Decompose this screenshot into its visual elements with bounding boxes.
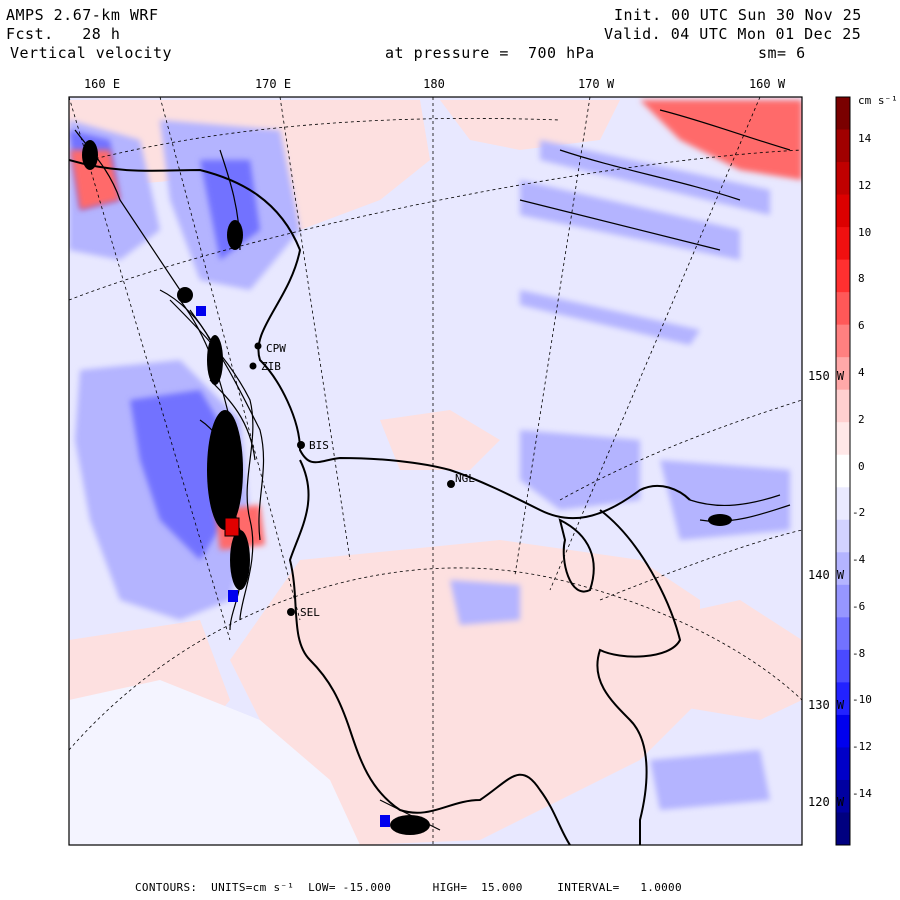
colorbar-swatch	[836, 357, 850, 391]
updraft-max-marker	[224, 517, 240, 537]
station-label-sel: SEL	[300, 606, 320, 619]
colorbar-tick-label: 6	[858, 319, 865, 333]
colorbar	[836, 97, 850, 846]
contour-info-footer: CONTOURS: UNITS=cm s⁻¹ LOW= -15.000 HIGH…	[135, 881, 682, 894]
colorbar-tick-label: 12	[858, 178, 872, 192]
colorbar-swatch	[836, 389, 850, 423]
lon-label-160e: 160 E	[83, 77, 121, 91]
graticule	[69, 97, 802, 845]
dense-contour-blobs	[82, 140, 732, 835]
station-label-ngl: NGL	[455, 472, 475, 485]
forecast-hour: Fcst. 28 h	[6, 25, 121, 43]
colorbar-tick-label: -6	[852, 599, 866, 613]
coastline	[69, 159, 691, 845]
colorbar-swatch	[836, 454, 850, 488]
lat-label-140w: 140 W	[808, 568, 845, 582]
model-title: AMPS 2.67-km WRF	[6, 6, 159, 24]
colorbar-swatch	[836, 812, 850, 846]
colorbar-tick-label: 10	[858, 225, 872, 239]
station-dot-sel	[287, 608, 295, 616]
colorbar-tick-label: 8	[858, 272, 865, 286]
colorbar-swatch	[836, 422, 850, 456]
colorbar-swatch	[836, 779, 850, 813]
colorbar-swatch	[836, 292, 850, 326]
station-dot-zib	[249, 362, 257, 370]
colorbar-swatch	[836, 129, 850, 163]
variable-name: Vertical velocity	[10, 44, 173, 62]
colorbar-swatch	[836, 714, 850, 748]
colorbar-swatch	[836, 97, 850, 131]
station-label-cpw: CPW	[266, 342, 286, 355]
colorbar-swatch	[836, 194, 850, 228]
colorbar-units: cm s⁻¹	[858, 94, 898, 107]
colorbar-tick-label: -10	[852, 693, 872, 707]
plot-frame	[68, 96, 803, 846]
valid-time: Valid. 04 UTC Mon 01 Dec 25	[604, 25, 862, 43]
colorbar-tick-label: -4	[852, 553, 866, 567]
colorbar-swatch	[836, 487, 850, 521]
downdraft-max-marker-2	[228, 590, 238, 602]
colorbar-swatch	[836, 259, 850, 293]
station-dot-ngl	[447, 480, 455, 488]
colorbar-tick-label: -14	[852, 787, 872, 800]
colorbar-swatch	[836, 682, 850, 716]
init-time: Init. 00 UTC Sun 30 Nov 25	[614, 6, 862, 24]
colorbar-swatch	[836, 162, 850, 196]
lat-label-130w: 130 W	[808, 698, 845, 712]
colorbar-swatch	[836, 552, 850, 586]
colorbar-tick-label: 2	[858, 412, 865, 426]
lat-label-150w: 150 W	[808, 369, 845, 383]
smoothing-value: sm= 6	[758, 44, 806, 62]
colorbar-swatch	[836, 584, 850, 618]
colorbar-tick-label: 0	[858, 459, 865, 473]
pressure-level: at pressure = 700 hPa	[385, 44, 595, 62]
colorbar-swatch	[836, 617, 850, 651]
colorbar-swatch	[836, 519, 850, 553]
station-dot-bis	[297, 441, 305, 449]
lon-label-170e: 170 E	[254, 77, 292, 91]
colorbar-swatch	[836, 227, 850, 261]
colorbar-tick-label: 4	[858, 365, 865, 379]
downdraft-max-marker-3	[380, 815, 390, 827]
lon-label-170w: 170 W	[577, 77, 615, 91]
colorbar-swatch	[836, 747, 850, 781]
station-label-zib: ZIB	[261, 360, 281, 373]
colorbar-tick-label: -12	[852, 740, 872, 754]
station-label-bis: BIS	[309, 439, 329, 452]
station-dot-cpw	[254, 342, 262, 350]
colorbar-tick-label: -8	[852, 646, 866, 660]
colorbar-frame	[835, 96, 851, 846]
colorbar-tick-label: -2	[852, 506, 866, 520]
colorbar-tick-label: 14	[858, 132, 872, 145]
colorbar-swatch	[836, 649, 850, 683]
lat-label-120w: 120 W	[808, 795, 845, 809]
colorbar-swatch	[836, 324, 850, 358]
station-markers: CPW ZIB BIS NGL SEL	[249, 342, 475, 619]
low-signal-area	[69, 680, 360, 845]
downdraft-max-marker-1	[196, 306, 206, 316]
lon-label-180: 180	[423, 77, 445, 91]
lon-label-160w: 160 W	[748, 77, 786, 91]
